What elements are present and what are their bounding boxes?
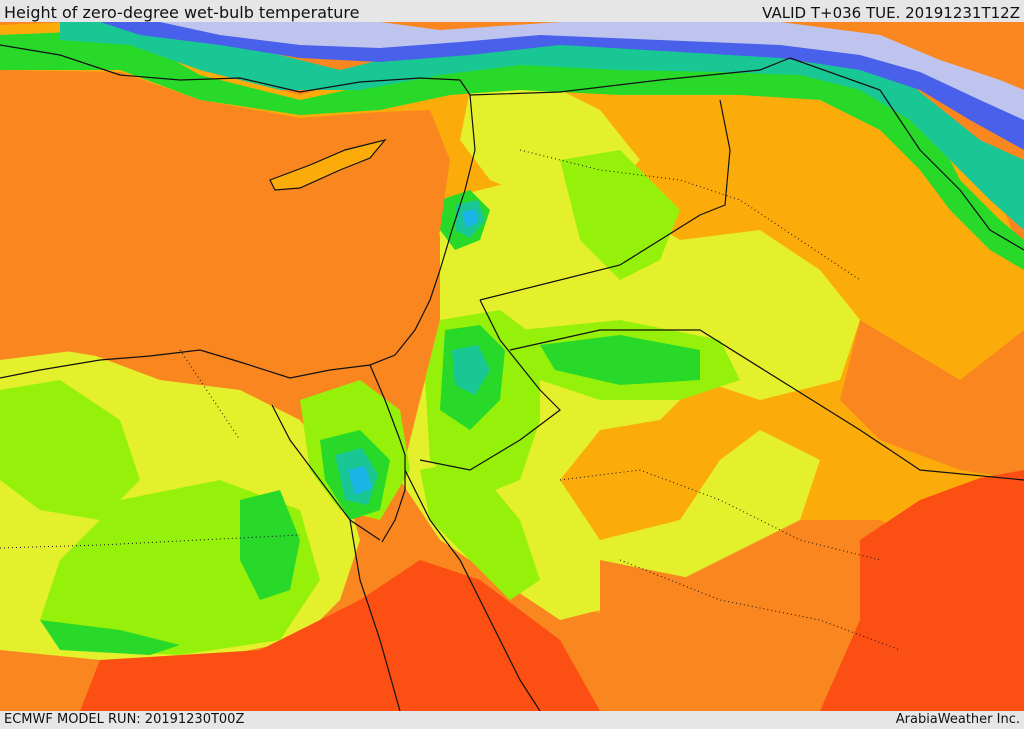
dark-orange-mediterranean: [0, 70, 450, 365]
red-egypt-south: [80, 560, 600, 711]
green-egypt: [240, 490, 300, 600]
lime-west-1: [0, 380, 140, 520]
admin-iraq-north: [519, 149, 861, 281]
lime-hejaz: [420, 460, 540, 600]
dark-orange-east: [840, 320, 1024, 480]
admin-arabia-2: [619, 559, 901, 651]
coastline-cyprus: [269, 138, 387, 191]
dark-orange-hejaz: [600, 560, 840, 711]
credit: ArabiaWeather Inc.: [895, 712, 1020, 727]
valid-time: VALID T+036 TUE. 20191231T12Z: [762, 4, 1020, 22]
coastline-gulf-aqaba: [381, 455, 406, 543]
border-turkey-syria: [469, 57, 791, 96]
green-iraq: [540, 335, 700, 385]
map-title: Height of zero-degree wet-bulb temperatu…: [4, 3, 360, 22]
border-iraq-iran: [789, 57, 1024, 251]
coastline-red-sea-east: [404, 469, 541, 711]
cyan-lebanon: [462, 209, 478, 228]
border-jordan-iraq: [479, 99, 731, 301]
teal-north: [60, 22, 1024, 230]
cyprus-island: [270, 140, 385, 190]
coastlines: [0, 44, 1024, 711]
teal-jordan: [452, 345, 490, 395]
header-bar: Height of zero-degree wet-bulb temperatu…: [0, 0, 1024, 22]
green-north-arc: [0, 30, 1024, 270]
coastline-gulf-suez: [271, 404, 381, 541]
weather-map: [0, 0, 1024, 711]
footer-bar: ECMWF MODEL RUN: 20191230T00Z ArabiaWeat…: [0, 711, 1024, 729]
model-run: ECMWF MODEL RUN: 20191230T00Z: [4, 712, 245, 727]
coastline-north-anatolia: [0, 44, 476, 379]
border-saudi-iraq: [509, 329, 1024, 481]
lime-syria: [560, 150, 680, 280]
green-west-strip: [40, 620, 180, 655]
cyan-sinai: [348, 466, 372, 495]
border-saudi-jordan: [419, 299, 561, 471]
admin-boundaries: [0, 149, 901, 651]
coastline-red-sea-west: [349, 519, 401, 711]
blue-north: [100, 22, 1024, 150]
contour-fields: [0, 20, 1024, 711]
map-canvas: [0, 0, 1024, 711]
lavender-north: [160, 22, 1024, 120]
border-egypt-israel: [369, 364, 406, 456]
red-arabia: [820, 470, 1024, 711]
